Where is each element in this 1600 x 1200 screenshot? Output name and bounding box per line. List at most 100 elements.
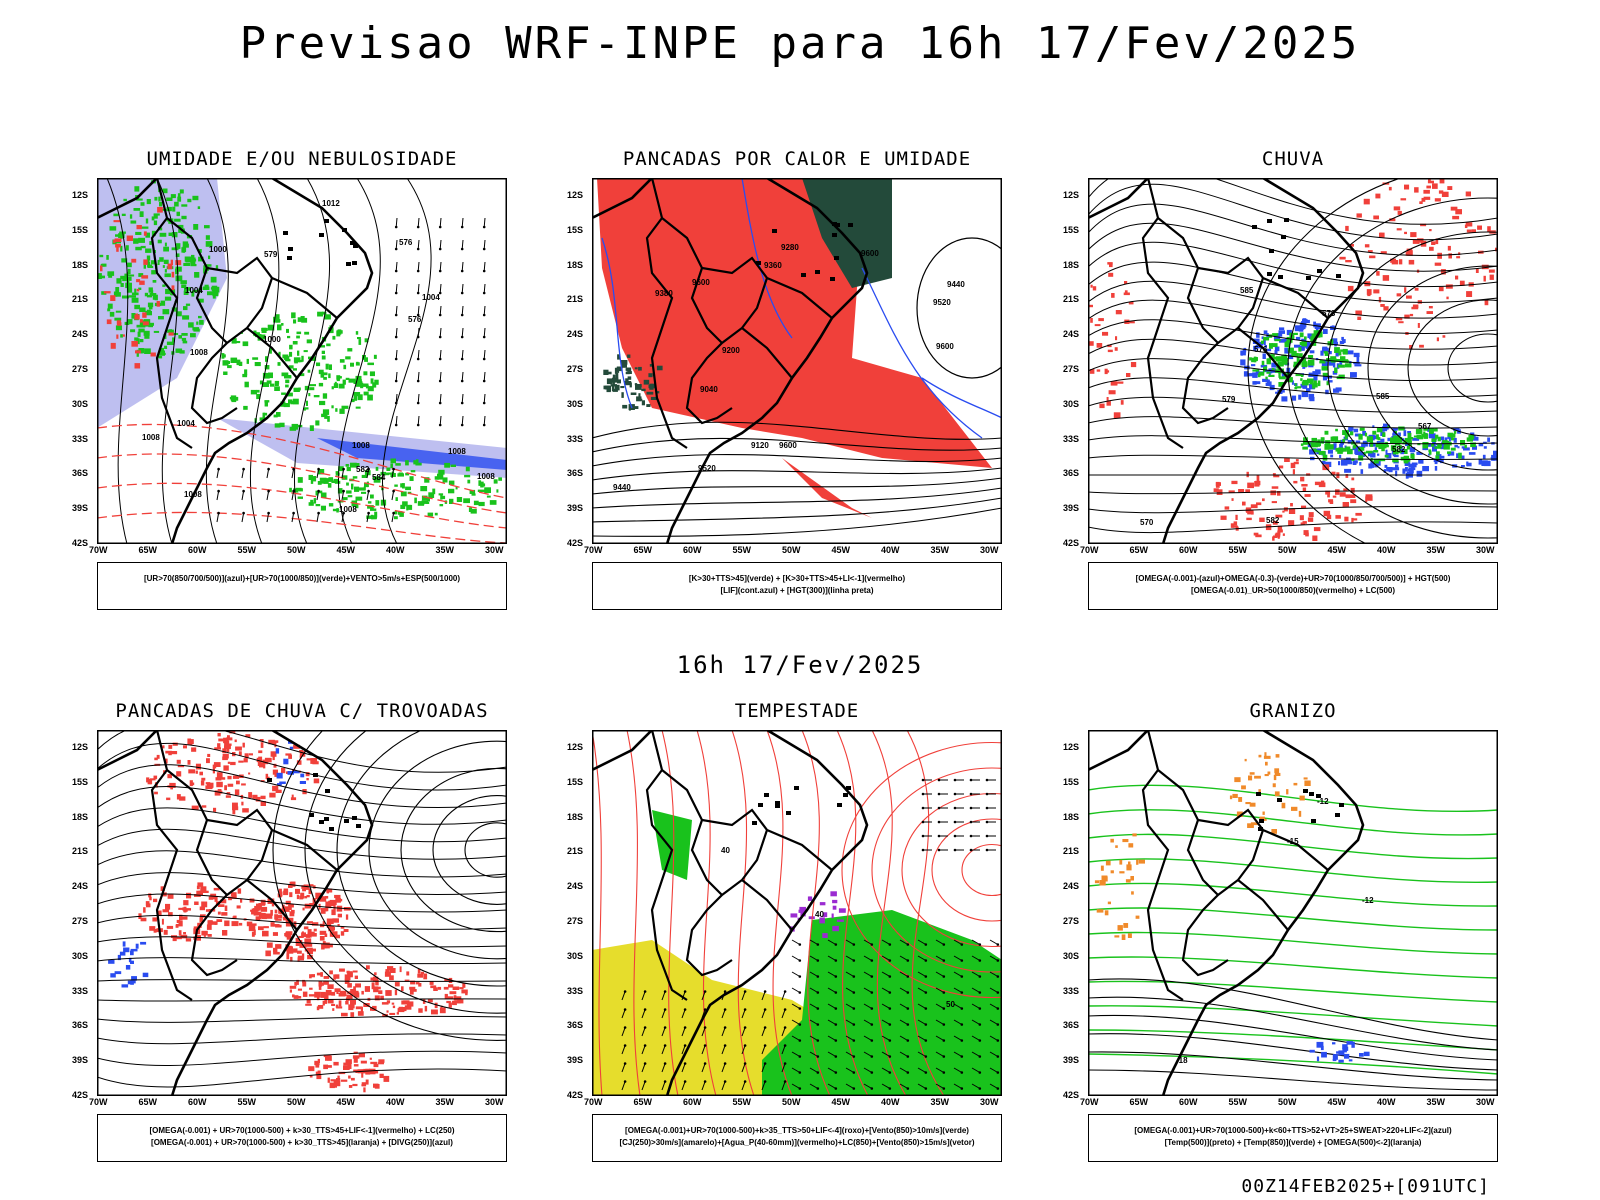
omega500-orange: [1126, 864, 1132, 871]
omega-red-area: [1356, 213, 1362, 218]
wind850-vector-head: [623, 1026, 627, 1029]
wind850-vector: [845, 1083, 855, 1089]
wind850-vector-head: [937, 792, 941, 796]
omega-red-area: [1272, 473, 1276, 476]
thunder-red-area: [355, 1006, 363, 1010]
purple-storm-area: [790, 913, 798, 918]
omega-green-area: [1324, 430, 1329, 435]
thunder-red-area: [296, 894, 299, 900]
humidity-green-patch: [192, 195, 199, 201]
thunder-red-area: [246, 921, 253, 927]
thunder-red-area: [210, 921, 218, 925]
lat-tick-label: 27S: [72, 916, 89, 926]
city-marker: [313, 773, 318, 777]
wind850-vector-head: [921, 834, 925, 838]
omega500-orange: [1099, 880, 1106, 886]
map-frame: [592, 178, 1002, 544]
thunder-red-area: [386, 1010, 389, 1013]
humidity-green-patch: [355, 463, 360, 467]
omega-blue-area: [1322, 346, 1328, 349]
lc850-contour: [931, 818, 1002, 922]
thunder-red-area: [289, 881, 296, 886]
omega-green-area: [1404, 449, 1408, 454]
temp850-contour: [1088, 1053, 1498, 1075]
streamline: [97, 764, 507, 808]
humidity-green-patch: [115, 325, 122, 331]
wind-vector-head: [416, 335, 420, 339]
thickness-marker: [171, 271, 175, 278]
thunder-red-area: [200, 914, 206, 918]
country-borders: [150, 178, 338, 449]
omega-red-area: [1115, 336, 1118, 341]
thunder-red-area: [296, 938, 300, 942]
lat-tick-label: 33S: [567, 985, 584, 996]
thunder-red-area: [304, 896, 308, 899]
wind850-vector: [741, 1027, 746, 1037]
humidity-green-patch: [281, 392, 286, 395]
wind-vector-head: [460, 401, 464, 405]
omega-blue-area: [1255, 344, 1262, 349]
omega-red-area: [1302, 487, 1307, 492]
humidity-green-patch: [145, 218, 149, 224]
instability-green-patch: [650, 396, 658, 400]
omega-green-area: [1271, 343, 1278, 348]
wind850-vector: [827, 955, 837, 961]
wind850-vector: [953, 1019, 963, 1025]
thunder-red-area: [272, 755, 275, 761]
contour-label: 9440: [947, 280, 965, 289]
wind850-vector: [845, 939, 855, 945]
humidity-green-patch: [296, 331, 302, 335]
lon-tick-label: 45W: [831, 1097, 851, 1107]
wind-vector: [395, 371, 398, 382]
field-layer: -12-15-18-12: [1088, 730, 1498, 1096]
lat-tick-label: 42S: [1063, 1090, 1080, 1100]
humidity-green-patch: [463, 498, 470, 504]
lat-tick-label: 30S: [72, 398, 89, 409]
wind850-vector-head: [703, 1080, 707, 1083]
thunder-red-area: [302, 907, 305, 911]
thunder-red-area: [311, 922, 319, 926]
wind850-vector-head: [942, 1087, 946, 1090]
thunder-red-area: [273, 924, 280, 927]
hgt300-contour: [592, 454, 1002, 467]
omega-blue-area: [1273, 335, 1281, 341]
wind850-vector: [845, 955, 855, 961]
city-marker: [786, 811, 791, 815]
humidity-green-patch: [138, 273, 144, 277]
wind-vector: [216, 469, 220, 479]
omega-red-area: [1447, 186, 1453, 190]
thunder-red-area: [214, 790, 221, 796]
wind850-vector-head: [969, 806, 973, 810]
wind850-vector-head: [924, 1055, 928, 1058]
forecast-map: 40 50 40: [592, 730, 1002, 1096]
instability-area-red: [597, 178, 992, 468]
omega-green-area: [1429, 450, 1432, 455]
omega500-orange: [1274, 768, 1280, 773]
instability-green-patch: [606, 378, 613, 385]
thunder-red-area: [224, 740, 230, 746]
omega-blue-area: [1306, 388, 1311, 393]
wind850-vector: [661, 1063, 666, 1073]
omega-red-area: [1109, 263, 1113, 268]
thunder-red-area: [229, 731, 236, 734]
wind850-vector-head: [663, 1062, 667, 1065]
humidity-green-patch: [332, 335, 336, 340]
wind-vector-head: [416, 291, 420, 295]
omega-blue-area: [1260, 364, 1268, 368]
omega-red-area: [1420, 223, 1427, 227]
omega-red-area: [1410, 232, 1417, 238]
omega500-orange: [1264, 752, 1267, 758]
coastline: [97, 178, 374, 544]
wind850-vector-head: [924, 943, 928, 946]
thunder-red-area: [175, 924, 179, 928]
omega-green-area: [1364, 432, 1368, 437]
wind-vector: [341, 513, 345, 523]
omega-blue-area: [1262, 353, 1266, 359]
omega-blue-area: [1294, 325, 1300, 332]
humidity-green-patch: [291, 423, 299, 430]
omega500-orange: [1229, 795, 1233, 800]
purple-storm-area: [831, 913, 834, 919]
omega-red-area: [1216, 489, 1223, 495]
omega500-orange: [1273, 774, 1277, 781]
wind850-vector-head: [978, 1039, 982, 1042]
